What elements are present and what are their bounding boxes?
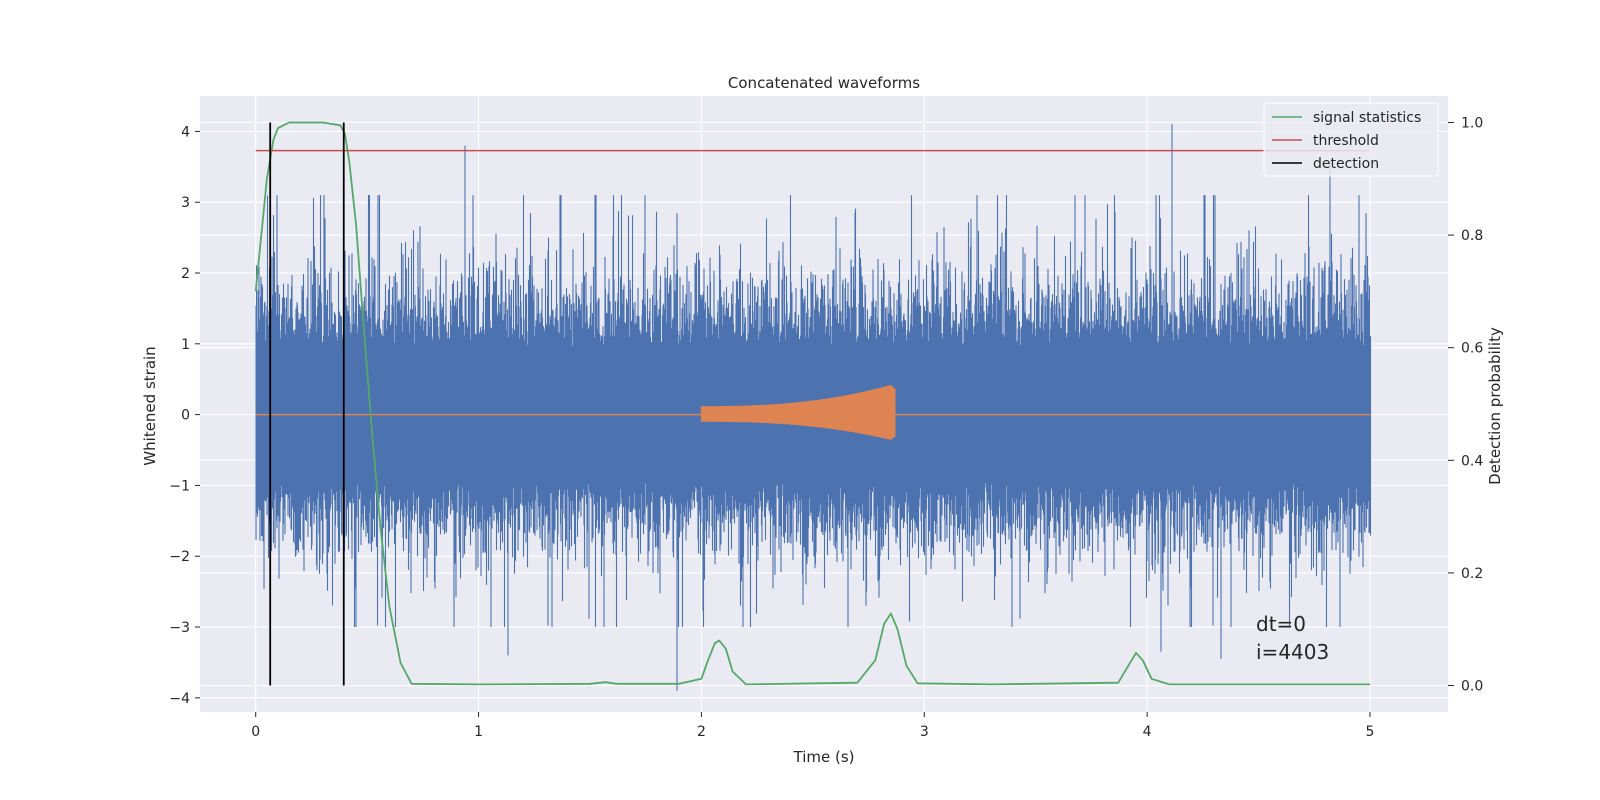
annotation-index: i=4403 xyxy=(1256,640,1329,664)
y2-axis-ticks: 0.0 0.2 0.4 0.6 0.8 1.0 xyxy=(1448,115,1483,695)
y-tick-label: −1 xyxy=(169,478,190,494)
x-tick-label: 3 xyxy=(920,724,929,740)
injection-chirp xyxy=(700,385,896,440)
y2-tick-label: 0.0 xyxy=(1461,679,1483,695)
y-tick-label: −4 xyxy=(169,691,190,707)
annotation-dt: dt=0 xyxy=(1256,612,1306,636)
y-tick-label: 1 xyxy=(181,337,190,353)
signal-statistics-line xyxy=(254,121,1370,686)
y2-axis-label: Detection probability xyxy=(1486,327,1504,485)
annotation: dt=0 i=4403 xyxy=(1256,612,1329,664)
y-axis-ticks: −4 −3 −2 −1 0 1 2 3 4 xyxy=(169,124,200,707)
y2-tick-label: 1.0 xyxy=(1461,115,1483,131)
x-axis-label: Time (s) xyxy=(793,748,855,766)
x-tick-label: 0 xyxy=(251,724,260,740)
legend: signal statistics threshold detection xyxy=(1263,102,1439,177)
x-tick-label: 1 xyxy=(474,724,483,740)
y2-tick-label: 0.6 xyxy=(1461,341,1483,357)
x-axis-ticks: 0 1 2 3 4 5 xyxy=(251,712,1374,740)
legend-signal-label: signal statistics xyxy=(1313,110,1421,126)
legend-threshold-label: threshold xyxy=(1313,133,1379,149)
y2-tick-label: 0.4 xyxy=(1461,453,1483,469)
y-tick-label: −3 xyxy=(169,620,190,636)
legend-detection-label: detection xyxy=(1313,156,1379,172)
legend-box xyxy=(1263,102,1439,177)
y-tick-label: 0 xyxy=(181,408,190,424)
injection-series xyxy=(255,385,1370,440)
y-tick-label: 4 xyxy=(181,124,190,140)
x-tick-label: 2 xyxy=(697,724,706,740)
y-tick-label: −2 xyxy=(169,549,190,565)
chart-title: Concatenated waveforms xyxy=(728,74,920,92)
y-tick-label: 3 xyxy=(181,195,190,211)
y2-tick-label: 0.2 xyxy=(1461,566,1483,582)
y2-tick-label: 0.8 xyxy=(1461,228,1483,244)
y-axis-label: Whitened strain xyxy=(141,346,159,465)
detection-series xyxy=(269,122,345,686)
signal-statistics-series xyxy=(254,121,1370,686)
x-tick-label: 4 xyxy=(1143,724,1152,740)
y-tick-label: 2 xyxy=(181,266,190,282)
x-tick-label: 5 xyxy=(1366,724,1375,740)
